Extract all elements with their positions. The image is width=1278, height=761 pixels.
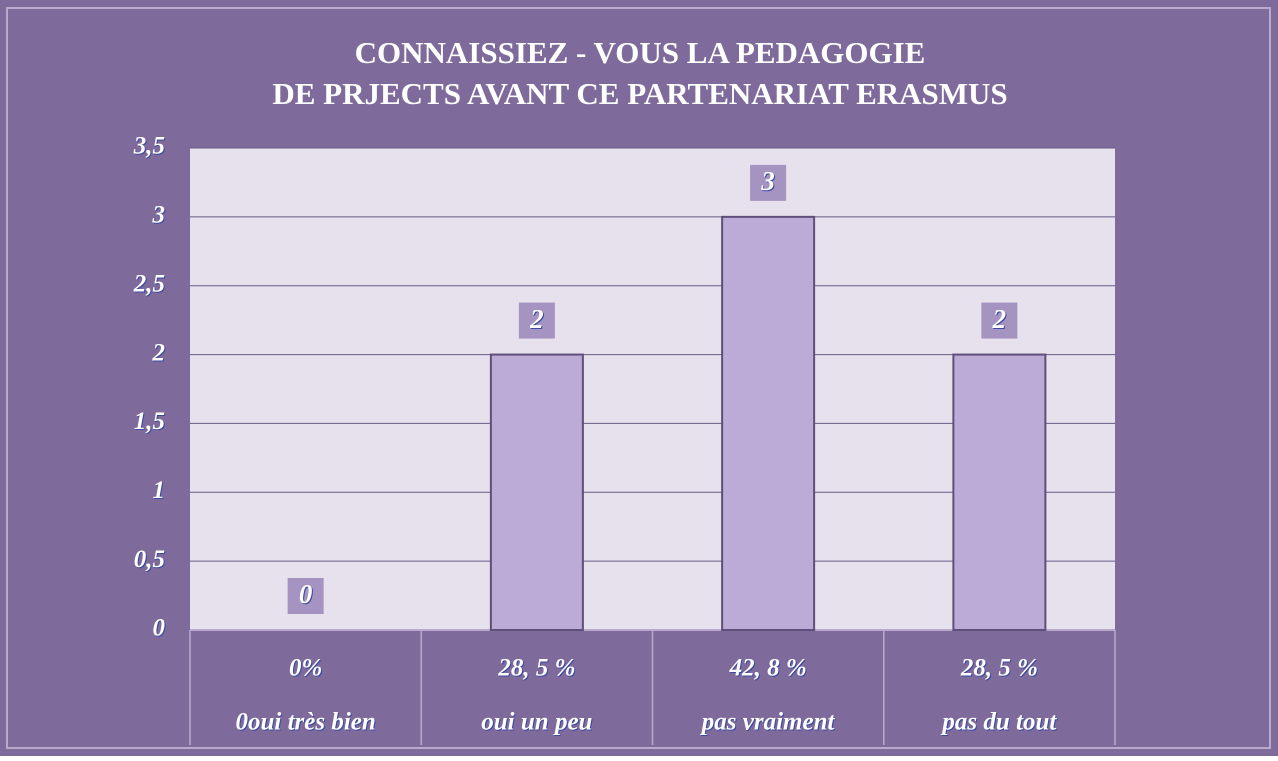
category-percent: 0%	[289, 655, 322, 682]
y-tick-label: 0	[153, 615, 166, 642]
x-tick-label: pas du tout	[940, 709, 1057, 736]
category-percent: 42, 8 %	[729, 655, 807, 682]
value-label: 3	[760, 166, 775, 196]
y-tick-label: 3,5	[133, 133, 165, 160]
frame	[6, 7, 1271, 749]
chart-title: CONNAISSIEZ - VOUS LA PEDAGOGIE	[355, 35, 926, 70]
y-tick-label: 0,5	[134, 546, 165, 573]
value-label-box	[287, 578, 324, 614]
value-label: 2	[529, 304, 544, 334]
value-label: 2	[992, 304, 1007, 334]
x-tick-label: oui un peu	[481, 709, 592, 736]
chart-title: DE PRJECTS AVANT CE PARTENARIAT ERASMUS	[272, 76, 1007, 111]
y-tick-label: 1,5	[134, 408, 165, 435]
y-tick-label: 1	[153, 477, 166, 504]
value-label-box	[981, 302, 1018, 339]
category-percent: 28, 5 %	[497, 655, 575, 682]
x-tick-label: pas vraiment	[700, 709, 836, 736]
value-label-box	[750, 164, 787, 201]
bar	[489, 353, 584, 631]
value-label: 0	[299, 579, 313, 609]
bar	[721, 215, 816, 631]
y-tick-label: 2,5	[133, 270, 165, 297]
y-tick-label: 3	[152, 202, 166, 229]
category-percent: 28, 5 %	[960, 655, 1038, 682]
y-tick-label: 2	[152, 339, 166, 366]
x-tick-label: 0oui très bien	[235, 709, 375, 736]
value-label-box	[518, 302, 555, 339]
bar	[952, 353, 1047, 631]
